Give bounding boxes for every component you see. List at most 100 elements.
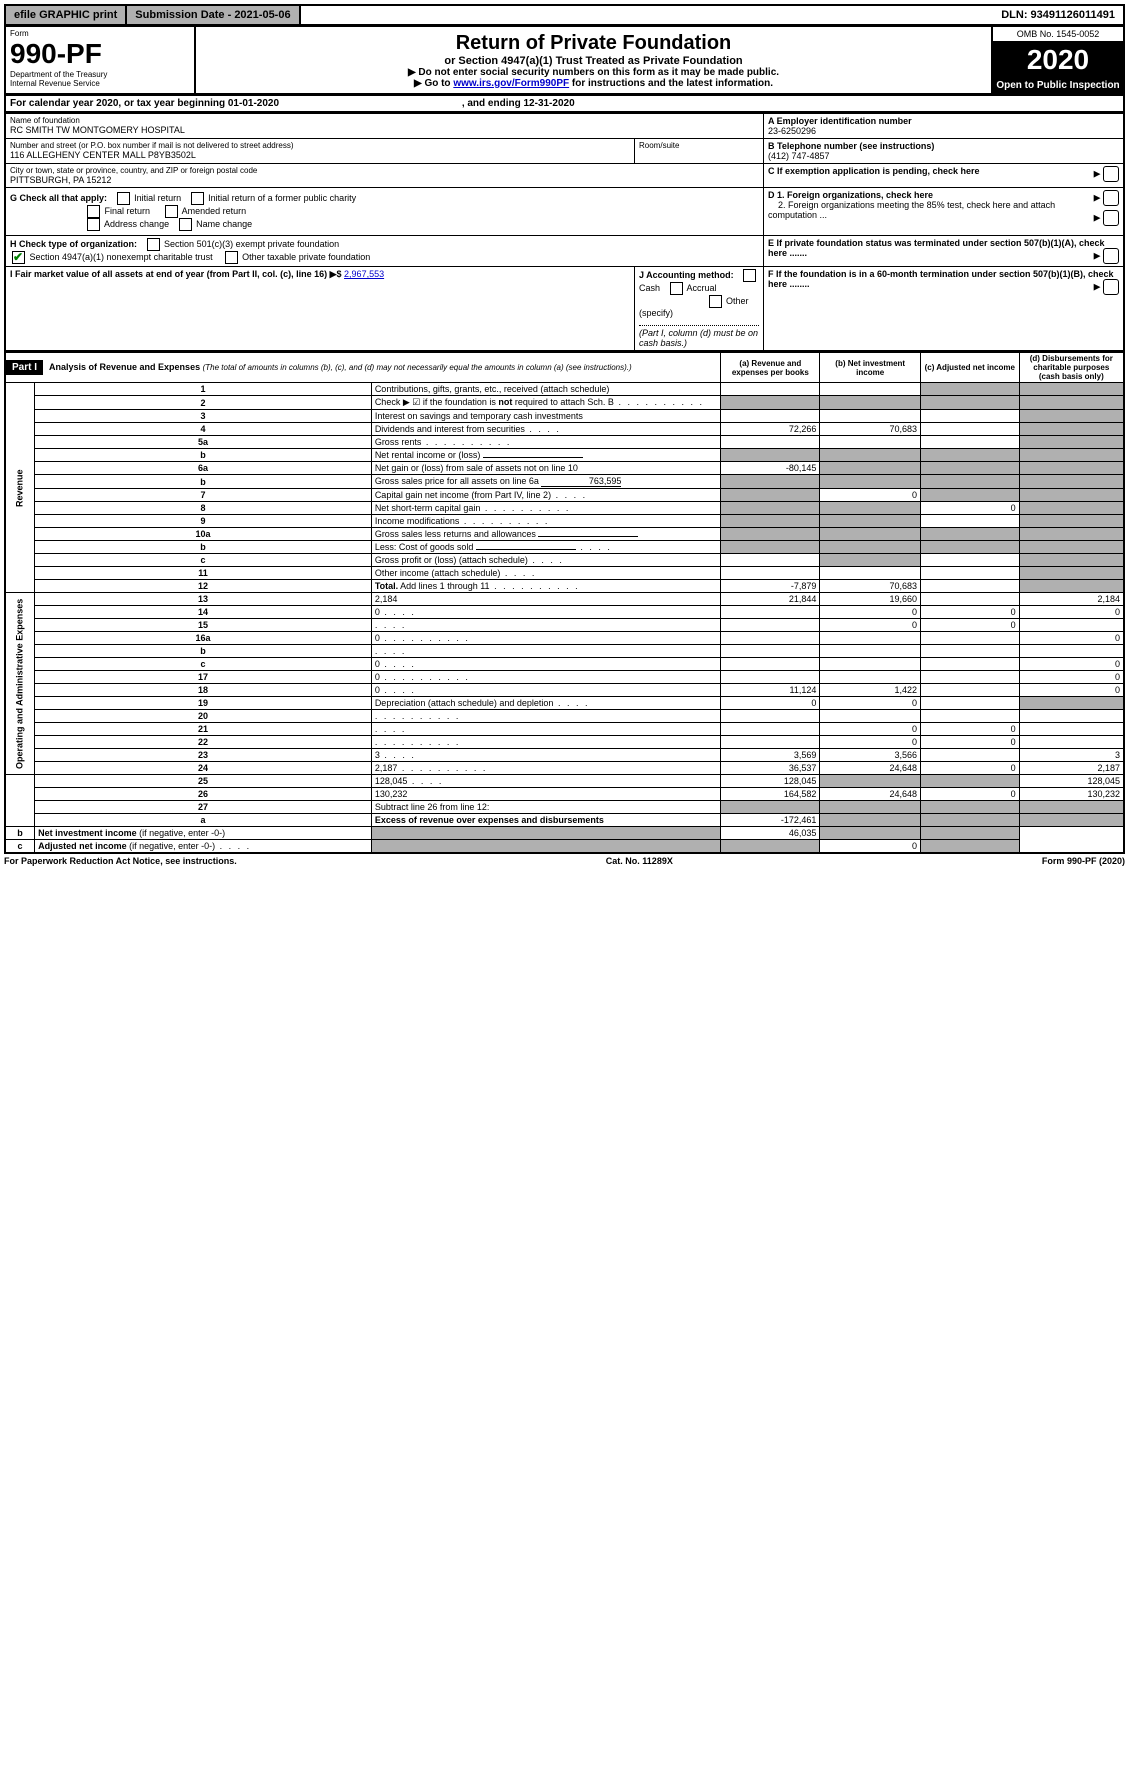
footer-mid: Cat. No. 11289X [606, 856, 673, 866]
amount-cell-d: 2,184 [1019, 593, 1124, 606]
amount-cell-c [920, 697, 1019, 710]
amount-cell-b [820, 541, 921, 554]
row-description: 0 [371, 606, 720, 619]
amount-cell-b [820, 449, 921, 462]
d2-label: 2. Foreign organizations meeting the 85%… [768, 200, 1055, 220]
row-number: 18 [35, 684, 372, 697]
table-row: 2200 [5, 736, 1124, 749]
amount-cell-c: 0 [920, 788, 1019, 801]
amount-cell-c [920, 515, 1019, 528]
amount-cell-a [721, 606, 820, 619]
h3-checkbox[interactable] [225, 251, 238, 264]
h-label: H Check type of organization: [10, 239, 137, 249]
d2-checkbox[interactable] [1103, 210, 1119, 226]
city-label: City or town, state or province, country… [10, 166, 759, 175]
row-number: b [5, 827, 35, 840]
part1-title: Analysis of Revenue and Expenses [49, 362, 200, 372]
i-label: I Fair market value of all assets at end… [10, 269, 344, 279]
col-b-header: (b) Net investment income [820, 353, 921, 383]
other-checkbox[interactable] [709, 295, 722, 308]
row-description [371, 645, 720, 658]
amount-cell-c [920, 814, 1019, 827]
amount-cell-a [721, 489, 820, 502]
amount-cell-c [920, 580, 1019, 593]
amount-cell-d [1019, 475, 1124, 489]
final-return-checkbox[interactable] [87, 205, 100, 218]
row-description: Depreciation (attach schedule) and deple… [371, 697, 720, 710]
e-checkbox[interactable] [1103, 248, 1119, 264]
h2-label: Section 4947(a)(1) nonexempt charitable … [30, 252, 213, 262]
row-description: Total. Add lines 1 through 11 [371, 580, 720, 593]
amount-cell-b: 0 [820, 697, 921, 710]
j-note: (Part I, column (d) must be on cash basi… [639, 328, 758, 348]
row-description: Excess of revenue over expenses and disb… [371, 814, 720, 827]
cash-label: Cash [639, 283, 660, 293]
form990pf-link[interactable]: www.irs.gov/Form990PF [453, 78, 569, 89]
fmv-value[interactable]: 2,967,553 [344, 269, 384, 279]
amount-cell-c [920, 423, 1019, 436]
amount-cell-d [1019, 528, 1124, 541]
row-description: Contributions, gifts, grants, etc., rece… [371, 383, 720, 396]
h2-checkbox[interactable] [12, 251, 25, 264]
row-description: Net gain or (loss) from sale of assets n… [371, 462, 720, 475]
amount-cell-c [920, 554, 1019, 567]
name-change-checkbox[interactable] [179, 218, 192, 231]
amended-checkbox[interactable] [165, 205, 178, 218]
name-change-label: Name change [196, 219, 252, 229]
amount-cell-d [1019, 645, 1124, 658]
f-checkbox[interactable] [1103, 279, 1119, 295]
part1-table: Part I Analysis of Revenue and Expenses … [4, 352, 1125, 854]
amount-cell-a [721, 658, 820, 671]
form-subtitle: or Section 4947(a)(1) Trust Treated as P… [200, 55, 987, 67]
amount-cell-d [1019, 736, 1124, 749]
amount-cell-c: 0 [920, 502, 1019, 515]
table-row: 1500 [5, 619, 1124, 632]
row-number: 3 [35, 410, 372, 423]
amount-cell-c [920, 775, 1019, 788]
room-label: Room/suite [639, 141, 759, 150]
amount-cell-c: 0 [920, 606, 1019, 619]
initial-return-checkbox[interactable] [117, 192, 130, 205]
final-return-label: Final return [105, 206, 151, 216]
row-description: Income modifications [371, 515, 720, 528]
amount-cell-d [1019, 383, 1124, 396]
amount-cell-d [1019, 710, 1124, 723]
row-description: 130,232 [371, 788, 720, 801]
topbar: efile GRAPHIC print Submission Date - 20… [4, 4, 1125, 26]
amount-cell-d [920, 827, 1019, 840]
efile-print-button[interactable]: efile GRAPHIC print [6, 6, 127, 24]
amount-cell-b [820, 814, 921, 827]
amount-cell-c [920, 801, 1019, 814]
amount-cell-d [1019, 554, 1124, 567]
amount-cell-d [1019, 410, 1124, 423]
row-number: c [35, 658, 372, 671]
table-row: 26130,232164,58224,6480130,232 [5, 788, 1124, 801]
amount-cell-d [1019, 515, 1124, 528]
accrual-checkbox[interactable] [670, 282, 683, 295]
row-number: 10a [35, 528, 372, 541]
amount-cell-b [820, 775, 921, 788]
row-description: 0 [371, 671, 720, 684]
cash-checkbox[interactable] [743, 269, 756, 282]
address-change-checkbox[interactable] [87, 218, 100, 231]
table-row: 19Depreciation (attach schedule) and dep… [5, 697, 1124, 710]
form-header: Form 990-PF Department of the Treasury I… [4, 26, 1125, 95]
cal-begin: 01-01-2020 [228, 98, 279, 109]
table-row: b [5, 645, 1124, 658]
h1-checkbox[interactable] [147, 238, 160, 251]
amount-cell-c [920, 567, 1019, 580]
amount-cell-a: 0 [721, 697, 820, 710]
row-number: 4 [35, 423, 372, 436]
d1-checkbox[interactable] [1103, 190, 1119, 206]
row-description: 3 [371, 749, 720, 762]
amount-cell-b [820, 475, 921, 489]
amount-cell-c [920, 489, 1019, 502]
c-checkbox[interactable] [1103, 166, 1119, 182]
amount-cell-d: 0 [1019, 658, 1124, 671]
dept-label: Department of the Treasury [10, 70, 190, 79]
row-description: Other income (attach schedule) [371, 567, 720, 580]
row-description: Check ▶ ☑ if the foundation is not requi… [371, 396, 720, 410]
amount-cell-d [1019, 489, 1124, 502]
initial-former-checkbox[interactable] [191, 192, 204, 205]
amount-cell-c [920, 749, 1019, 762]
